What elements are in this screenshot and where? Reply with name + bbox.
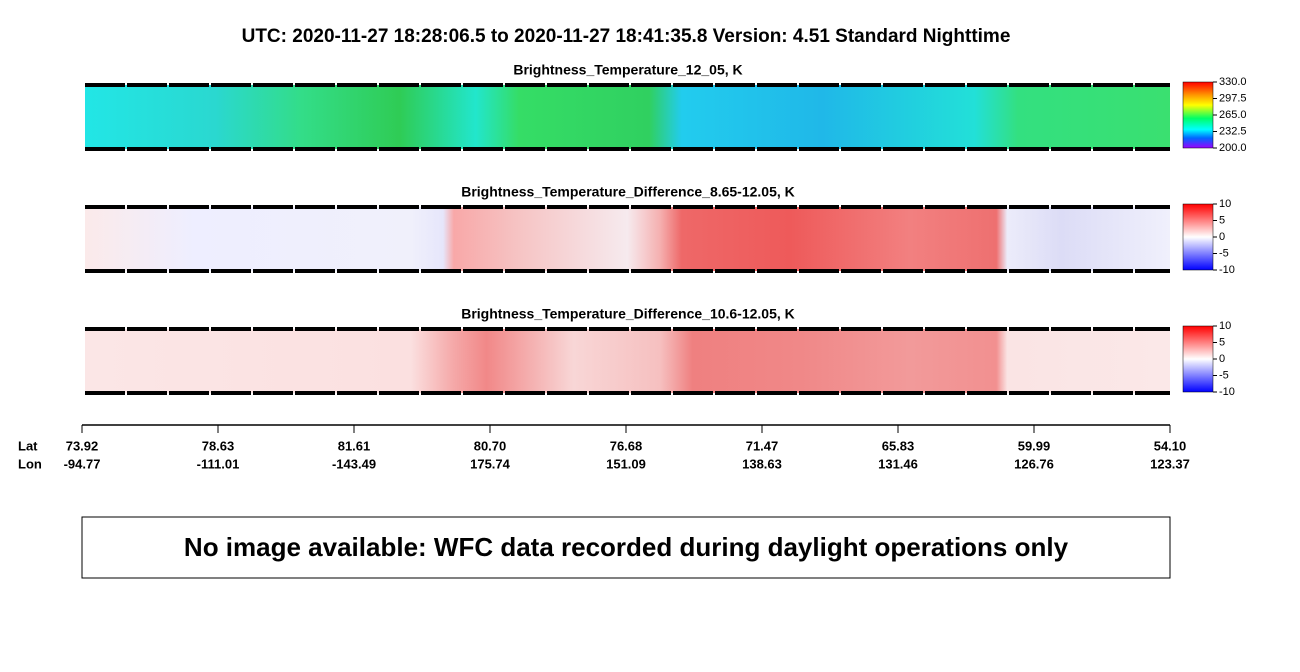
lon-value: 175.74 bbox=[470, 456, 511, 471]
lat-value: 73.92 bbox=[66, 438, 99, 453]
lat-value: 76.68 bbox=[610, 438, 643, 453]
colorbar-label: 297.5 bbox=[1219, 92, 1247, 104]
lon-value: 131.46 bbox=[878, 456, 918, 471]
lon-value: 138.63 bbox=[742, 456, 782, 471]
colorbar-label: 0 bbox=[1219, 231, 1225, 243]
message-box bbox=[81, 516, 1171, 579]
colorbar-label: 10 bbox=[1219, 320, 1231, 332]
colorbar bbox=[1182, 203, 1214, 271]
colorbar-label: 265.0 bbox=[1219, 109, 1247, 121]
colorbar-label: 330.0 bbox=[1219, 76, 1247, 88]
heatmap bbox=[85, 207, 1170, 271]
axis: Lat Lon 73.92 -94.77 78.63 -111.01 81.61 -143… bbox=[18, 424, 1190, 471]
lat-value: 78.63 bbox=[202, 438, 235, 453]
lon-label: Lon bbox=[18, 456, 42, 471]
colorbar-label: 232.5 bbox=[1219, 125, 1247, 137]
lon-value: -143.49 bbox=[332, 456, 376, 471]
colorbar-label: 5 bbox=[1219, 336, 1225, 348]
colorbar-label: 0 bbox=[1219, 353, 1225, 365]
lon-value: -94.77 bbox=[64, 456, 101, 471]
heatmap bbox=[85, 329, 1170, 393]
lat-value: 71.47 bbox=[746, 438, 779, 453]
lat-label: Lat bbox=[18, 438, 38, 453]
colorbar-label: 10 bbox=[1219, 198, 1231, 210]
lon-value: 151.09 bbox=[606, 456, 646, 471]
panel-title: Brightness_Temperature_12_05, K bbox=[513, 62, 742, 78]
colorbar-label: -5 bbox=[1219, 369, 1229, 381]
panel-title: Brightness_Temperature_Difference_8.65-1… bbox=[461, 184, 795, 200]
colorbar-label: -5 bbox=[1219, 247, 1229, 259]
lat-value: 65.83 bbox=[882, 438, 915, 453]
lat-value: 59.99 bbox=[1018, 438, 1051, 453]
panel-title: Brightness_Temperature_Difference_10.6-1… bbox=[461, 306, 795, 322]
lat-value: 80.70 bbox=[474, 438, 507, 453]
colorbar-label: -10 bbox=[1219, 386, 1235, 398]
colorbar-label: 200.0 bbox=[1219, 142, 1247, 154]
lat-value: 81.61 bbox=[338, 438, 371, 453]
heatmap bbox=[85, 85, 1170, 149]
message: No image available: WFC data recorded du… bbox=[184, 532, 1069, 562]
colorbar-label: -10 bbox=[1219, 264, 1235, 276]
colorbar bbox=[1182, 325, 1214, 393]
panels: Brightness_Temperature_12_05, K 330.0 297.… bbox=[85, 62, 1247, 398]
title: UTC: 2020-11-27 18:28:06.5 to 2020-11-27… bbox=[242, 26, 1011, 47]
colorbar-label: 5 bbox=[1219, 214, 1225, 226]
lon-value: -111.01 bbox=[197, 456, 240, 471]
lon-value: 123.37 bbox=[1150, 456, 1190, 471]
lon-value: 126.76 bbox=[1014, 456, 1054, 471]
lat-value: 54.10 bbox=[1154, 438, 1187, 453]
colorbar bbox=[1182, 81, 1214, 149]
